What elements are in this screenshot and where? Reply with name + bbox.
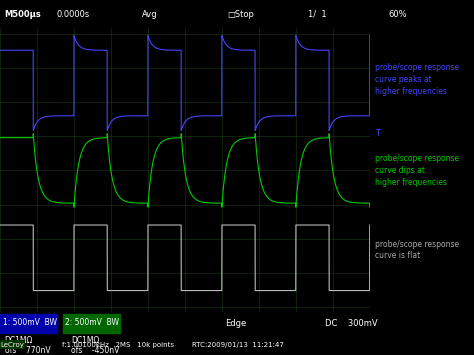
Text: □Stop: □Stop	[228, 10, 255, 19]
Text: 1: 500mV  BW: 1: 500mV BW	[3, 318, 56, 327]
Text: 1/  1: 1/ 1	[308, 10, 327, 19]
Text: T: T	[375, 129, 380, 138]
Text: 0.0000s: 0.0000s	[57, 10, 90, 19]
Text: 60%: 60%	[389, 10, 407, 19]
Text: probe/scope response
curve dips at
higher frequencies: probe/scope response curve dips at highe…	[375, 154, 459, 187]
Text: Avg: Avg	[142, 10, 158, 19]
Text: ofs    770nV: ofs 770nV	[5, 346, 50, 355]
Text: DC    300mV: DC 300mV	[325, 320, 377, 328]
Bar	[0, 313, 57, 333]
Text: f:1.00100kHz   2MS   10k points        RTC:2009/01/13  11:21:47: f:1.00100kHz 2MS 10k points RTC:2009/01/…	[62, 342, 283, 348]
Text: M500µs: M500µs	[5, 10, 42, 19]
Text: probe/scope response
curve peaks at
higher frequencies: probe/scope response curve peaks at high…	[375, 63, 459, 96]
Text: DC1MΩ: DC1MΩ	[5, 336, 33, 345]
Bar	[63, 313, 120, 333]
Text: probe/scope response
curve is flat: probe/scope response curve is flat	[375, 240, 459, 260]
Text: 2: 500mV  BW: 2: 500mV BW	[65, 318, 119, 327]
Text: LeCroy: LeCroy	[0, 342, 24, 348]
Text: Edge: Edge	[225, 320, 246, 328]
Text: DC1MΩ: DC1MΩ	[71, 336, 100, 345]
Text: ofs    -450nV: ofs -450nV	[71, 346, 119, 355]
